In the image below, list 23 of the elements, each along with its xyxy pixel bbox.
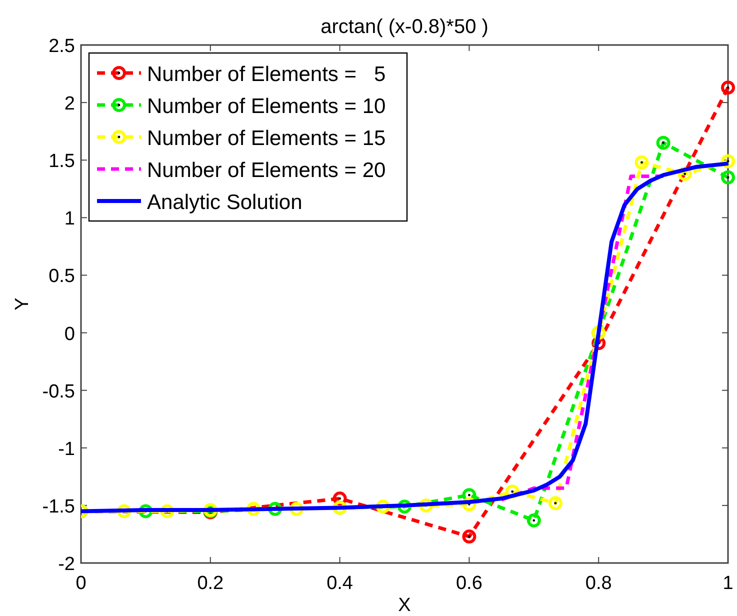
x-tick-label: 0.8 [585, 573, 612, 594]
legend-label: Number of Elements = 10 [147, 95, 386, 118]
x-axis-title: X [398, 595, 412, 616]
y-tick-label: 0.5 [48, 266, 75, 288]
x-tick-label: 0.2 [197, 573, 224, 594]
y-tick-label: 2 [64, 94, 75, 115]
y-tick-label: -2 [58, 554, 75, 575]
legend-label: Analytic Solution [147, 191, 302, 214]
y-tick-label: 1.5 [48, 151, 75, 172]
x-tick-label: 0.6 [456, 573, 482, 594]
y-tick-label: -1 [58, 438, 75, 460]
y-tick-label: 0 [64, 324, 75, 345]
legend-label: Number of Elements = 20 [147, 159, 386, 182]
legend-label: Number of Elements = 15 [147, 127, 386, 150]
x-tick-label: 1 [722, 573, 734, 594]
x-tick-label: 0.4 [326, 573, 354, 594]
y-tick-label: -0.5 [42, 381, 75, 402]
y-tick-label: 1 [64, 208, 75, 230]
y-tick-label: -1.5 [42, 496, 75, 518]
legend-label: Number of Elements = 5 [147, 63, 386, 86]
y-axis-title: Y [12, 297, 33, 310]
chart-title: arctan( (x-0.8)*50 ) [320, 16, 488, 38]
y-tick-label: 2.5 [48, 36, 75, 57]
